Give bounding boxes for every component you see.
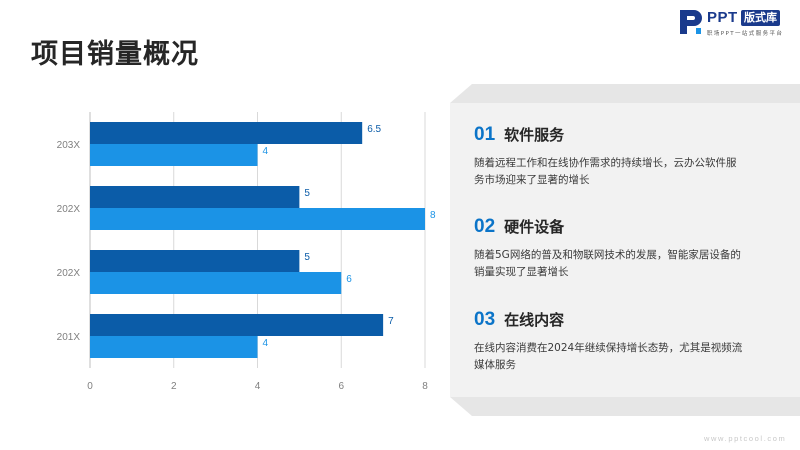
logo-badge: 版式库 xyxy=(741,10,780,26)
y-category-label: 201X xyxy=(57,332,81,343)
bar xyxy=(90,272,342,294)
bar xyxy=(90,186,300,208)
logo-brand: PPT xyxy=(707,9,738,26)
bar xyxy=(90,336,258,358)
item-description: 在线内容消费在2024年继续保持增长态势，尤其是视频流媒体服务 xyxy=(474,342,743,371)
bar xyxy=(90,122,363,144)
item-title: 软件服务 xyxy=(504,126,565,144)
logo-mark-icon xyxy=(680,10,702,34)
y-category-label: 202X xyxy=(57,204,81,215)
data-label: 8 xyxy=(430,210,436,221)
info-item-software: 01 软件服务 随着远程工作和在线协作需求的持续增长，云办公软件服务市场迎来了显… xyxy=(474,124,774,189)
x-tick-label: 6 xyxy=(338,381,344,392)
bar xyxy=(90,314,384,336)
item-number: 01 xyxy=(474,124,496,145)
logo-tagline: 职场PPT一站式服务平台 xyxy=(707,31,784,37)
data-label: 5 xyxy=(304,252,310,263)
y-category-label: 203X xyxy=(57,140,81,151)
data-label: 4 xyxy=(263,338,269,349)
item-description: 随着5G网络的普及和物联网技术的发展，智能家居设备的销量实现了显著增长 xyxy=(474,249,741,278)
bar xyxy=(90,208,425,230)
decor-bottom-stripe xyxy=(450,397,800,416)
data-label: 6.5 xyxy=(367,124,381,135)
item-title: 硬件设备 xyxy=(504,218,565,236)
data-label: 4 xyxy=(263,146,269,157)
info-item-hardware: 02 硬件设备 随着5G网络的普及和物联网技术的发展，智能家居设备的销量实现了显… xyxy=(474,216,774,281)
item-description: 随着远程工作和在线协作需求的持续增长，云办公软件服务市场迎来了显著的增长 xyxy=(474,157,737,186)
item-title: 在线内容 xyxy=(504,311,565,329)
info-panel xyxy=(450,103,800,397)
decor-top-stripe xyxy=(450,84,800,103)
x-tick-label: 0 xyxy=(87,381,93,392)
brand-logo: PPT 版式库 职场PPT一站式服务平台 xyxy=(678,8,794,38)
page-title: 项目销量概况 xyxy=(31,39,199,70)
x-tick-label: 4 xyxy=(255,381,261,392)
data-label: 6 xyxy=(346,274,352,285)
bar xyxy=(90,250,300,272)
info-item-online-content: 03 在线内容 在线内容消费在2024年继续保持增长态势，尤其是视频流媒体服务 xyxy=(474,309,774,374)
bar xyxy=(90,144,258,166)
data-label: 5 xyxy=(304,188,310,199)
x-tick-label: 2 xyxy=(171,381,177,392)
data-label: 7 xyxy=(388,316,394,327)
item-number: 03 xyxy=(474,309,496,330)
bar-chart: 0 2 4 6 8 203X 6.5 4 202X 5 8 202X 5 6 201X 7 4 xyxy=(57,112,436,392)
footer-site-url: www.pptcool.com xyxy=(704,434,787,443)
item-number: 02 xyxy=(474,216,496,237)
x-tick-label: 8 xyxy=(422,381,428,392)
y-category-label: 202X xyxy=(57,268,81,279)
